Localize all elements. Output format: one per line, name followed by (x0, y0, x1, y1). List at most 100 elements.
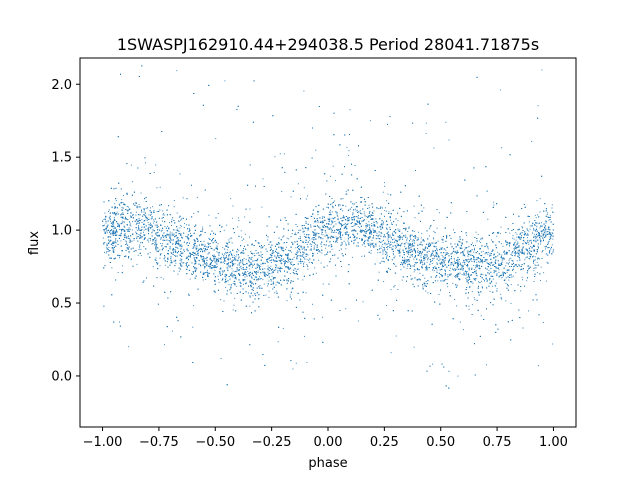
data-point (436, 253, 438, 255)
data-point (464, 247, 466, 249)
data-point (246, 267, 248, 269)
data-point (218, 281, 220, 283)
data-point (294, 253, 296, 255)
data-point (425, 122, 427, 124)
data-point (150, 222, 151, 224)
data-point (468, 308, 470, 310)
data-point (482, 250, 484, 252)
data-point (156, 187, 158, 189)
data-point (407, 231, 409, 232)
data-point (496, 267, 498, 269)
data-point (271, 257, 273, 258)
data-point (237, 226, 239, 228)
data-point (319, 251, 321, 253)
data-point (521, 235, 523, 236)
data-point (526, 280, 528, 282)
data-point (450, 264, 452, 266)
data-point (348, 209, 350, 211)
data-point (280, 261, 281, 262)
data-point (407, 264, 409, 265)
data-point (471, 261, 473, 262)
data-point (322, 226, 324, 228)
data-point (186, 224, 187, 226)
data-point (407, 256, 408, 258)
data-point (148, 241, 150, 243)
data-point (467, 272, 469, 274)
data-point (357, 216, 359, 218)
data-point (262, 279, 264, 281)
data-point (140, 248, 142, 250)
data-point (435, 253, 437, 255)
data-point (175, 262, 177, 264)
data-point (466, 234, 468, 236)
data-point (303, 233, 305, 235)
data-point (438, 294, 440, 295)
data-point (525, 257, 527, 259)
data-point (387, 237, 389, 239)
data-point (477, 281, 479, 283)
data-point (167, 225, 169, 227)
data-point (125, 240, 127, 242)
data-point (518, 253, 520, 255)
data-point (185, 265, 187, 267)
data-point (518, 256, 520, 258)
data-point (308, 259, 309, 261)
data-point (307, 254, 309, 256)
data-point (453, 269, 455, 271)
data-point (432, 242, 434, 244)
data-point (175, 256, 177, 257)
data-point (278, 252, 280, 254)
data-point (545, 280, 547, 282)
data-point (539, 227, 541, 229)
data-point (400, 269, 402, 271)
data-point (497, 251, 499, 253)
data-point (489, 279, 490, 281)
data-point (234, 263, 236, 265)
data-point (204, 267, 205, 269)
data-point (105, 222, 107, 224)
data-point (299, 238, 301, 240)
data-point (413, 256, 415, 258)
data-point (413, 271, 415, 273)
data-point (141, 229, 143, 230)
data-point (485, 260, 487, 262)
data-point (506, 262, 508, 264)
data-point (390, 352, 392, 354)
data-point (426, 253, 428, 255)
data-point (240, 266, 242, 267)
data-point (214, 254, 216, 256)
data-point (423, 256, 425, 258)
data-point (251, 272, 253, 274)
data-point (480, 238, 482, 240)
data-point (358, 215, 359, 217)
data-point (457, 260, 459, 262)
data-point (407, 242, 409, 244)
chart-title: 1SWASPJ162910.44+294038.5 Period 28041.7… (117, 35, 539, 54)
data-point (533, 262, 534, 264)
data-point (364, 213, 366, 215)
data-point (117, 222, 119, 224)
data-point (192, 274, 193, 275)
data-point (205, 258, 207, 260)
data-point (458, 261, 460, 263)
data-point (159, 249, 161, 251)
data-point (338, 249, 340, 251)
data-point (270, 241, 272, 243)
data-point (356, 209, 358, 211)
data-point (264, 272, 266, 274)
data-point (519, 238, 521, 240)
data-point (228, 259, 230, 261)
data-point (428, 228, 430, 230)
data-point (286, 237, 288, 239)
data-point (541, 232, 543, 234)
data-point (315, 234, 316, 236)
data-point (463, 250, 465, 252)
data-point (522, 227, 523, 229)
data-point (143, 211, 145, 213)
data-point (136, 236, 138, 237)
data-point (322, 220, 324, 222)
data-point (278, 260, 280, 262)
data-point (368, 216, 370, 218)
data-point (551, 343, 553, 345)
data-point (488, 251, 490, 253)
